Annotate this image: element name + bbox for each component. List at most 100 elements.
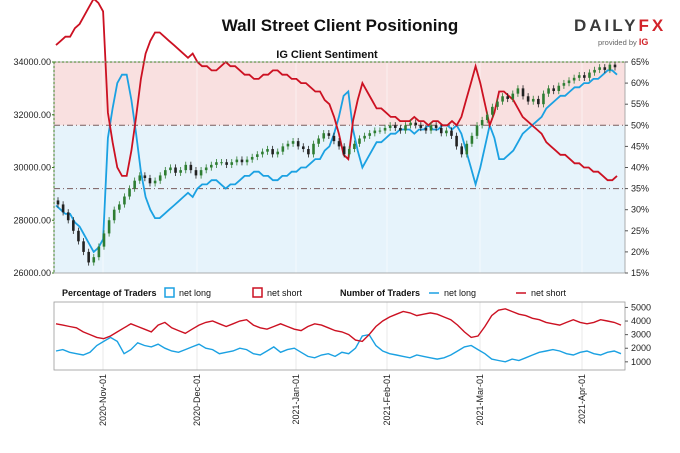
bottom-right-y-tick-label: 4000 bbox=[631, 316, 651, 326]
candle-body bbox=[424, 127, 428, 131]
candle-body bbox=[511, 93, 515, 99]
candle-body bbox=[409, 122, 412, 126]
candle-body bbox=[434, 125, 438, 128]
candle-body bbox=[138, 175, 142, 181]
bottom-right-y-tick-label: 2000 bbox=[631, 343, 651, 353]
candle-body bbox=[496, 101, 499, 107]
candle-body bbox=[87, 251, 90, 263]
logo-fx: FX bbox=[638, 16, 667, 35]
candle-body bbox=[179, 170, 182, 173]
candle-body bbox=[230, 162, 234, 165]
dailyfx-logo: DAILYFX provided by IG bbox=[574, 16, 670, 47]
candle-body bbox=[148, 178, 152, 184]
candle-body bbox=[312, 143, 315, 155]
x-tick-label: 2020-Nov-01 bbox=[98, 374, 108, 426]
net-short-line bbox=[55, 0, 618, 182]
candle-body bbox=[317, 138, 320, 144]
candle-body bbox=[450, 130, 453, 136]
candle-body bbox=[419, 125, 423, 128]
legend-percentage: Percentage of Traders net long net short bbox=[62, 287, 303, 298]
candle-body bbox=[342, 146, 346, 155]
candle-body bbox=[72, 220, 75, 231]
candle-body bbox=[245, 159, 249, 163]
candle-body bbox=[158, 175, 162, 181]
candle-body bbox=[204, 167, 208, 171]
logo-main: DAILY bbox=[574, 16, 639, 35]
candle-body bbox=[225, 162, 228, 165]
candle-body bbox=[276, 151, 280, 155]
candle-body bbox=[118, 204, 121, 210]
candle-body bbox=[220, 162, 223, 164]
candle-body bbox=[475, 125, 479, 136]
x-tick-label: 2021-Mar-01 bbox=[475, 374, 485, 426]
candle-body bbox=[429, 125, 433, 131]
candle-body bbox=[404, 125, 407, 131]
candle-body bbox=[189, 164, 193, 171]
left-y-tick-label: 30000.00 bbox=[13, 163, 51, 173]
candle-body bbox=[92, 257, 96, 263]
candle-body bbox=[547, 88, 550, 94]
candle-body bbox=[143, 175, 147, 179]
candle-body bbox=[557, 85, 561, 92]
candle-body bbox=[112, 209, 116, 221]
candle-body bbox=[414, 122, 418, 126]
candle-body bbox=[347, 149, 351, 155]
candle-body bbox=[194, 170, 198, 176]
candle-body bbox=[240, 159, 244, 163]
candle-body bbox=[169, 167, 172, 171]
candle-body bbox=[250, 156, 254, 160]
logo-ig: IG bbox=[638, 37, 649, 47]
candle-body bbox=[61, 204, 65, 213]
candle-body bbox=[235, 159, 239, 163]
x-tick-label: 2020-Dec-01 bbox=[192, 374, 202, 426]
candle-body bbox=[521, 88, 525, 97]
candle-body bbox=[56, 200, 60, 205]
chart-subtitle: IG Client Sentiment bbox=[276, 49, 378, 61]
candle-body bbox=[66, 212, 70, 221]
candle-body bbox=[266, 149, 269, 152]
candle-body bbox=[97, 246, 101, 258]
candle-body bbox=[455, 135, 458, 147]
candle-body bbox=[393, 125, 397, 128]
x-axis: 2020-Nov-01 2020-Dec-01 2021-Jan-01 2021-Fe… bbox=[98, 374, 587, 426]
x-tick-label: 2021-Jan-01 bbox=[291, 374, 301, 425]
candle-body bbox=[491, 106, 494, 115]
left-y-tick-label: 26000.00 bbox=[13, 268, 51, 278]
candle-body bbox=[332, 135, 336, 142]
right-y-tick-label: 20% bbox=[631, 247, 649, 257]
legend-short-swatch bbox=[252, 287, 263, 298]
candle-body bbox=[123, 196, 126, 205]
x-tick-label: 2021-Feb-01 bbox=[382, 374, 392, 426]
price-candles bbox=[56, 61, 617, 266]
candle-body bbox=[399, 127, 402, 131]
bottom-right-y-axis: 1000 2000 3000 4000 5000 bbox=[625, 302, 651, 367]
candle-body bbox=[77, 230, 80, 242]
candle-body bbox=[164, 170, 167, 176]
candle-body bbox=[363, 135, 366, 139]
right-y-tick-label: 45% bbox=[631, 141, 649, 151]
candle-body bbox=[261, 151, 264, 155]
candle-body bbox=[470, 135, 474, 144]
left-y-tick-label: 32000.00 bbox=[13, 110, 51, 120]
candle-body bbox=[291, 141, 295, 144]
candle-body bbox=[572, 77, 576, 81]
candle-body bbox=[199, 170, 203, 176]
candle-body bbox=[337, 141, 341, 147]
candle-body bbox=[153, 180, 157, 184]
legend-number-label: Number of Traders bbox=[340, 288, 420, 298]
right-y-tick-label: 35% bbox=[631, 184, 649, 194]
candle-body bbox=[567, 80, 571, 84]
candle-body bbox=[378, 130, 382, 132]
logo-provided: provided by bbox=[598, 38, 637, 47]
candle-body bbox=[537, 98, 540, 105]
candle-body bbox=[603, 67, 607, 70]
candle-body bbox=[174, 167, 177, 173]
candle-body bbox=[516, 88, 520, 94]
candle-body bbox=[102, 233, 106, 247]
candle-body bbox=[358, 138, 361, 144]
candle-body bbox=[322, 133, 326, 139]
candle-body bbox=[286, 143, 290, 147]
legend-long-label: net long bbox=[179, 288, 211, 298]
bottom-right-y-tick-label: 1000 bbox=[631, 357, 651, 367]
